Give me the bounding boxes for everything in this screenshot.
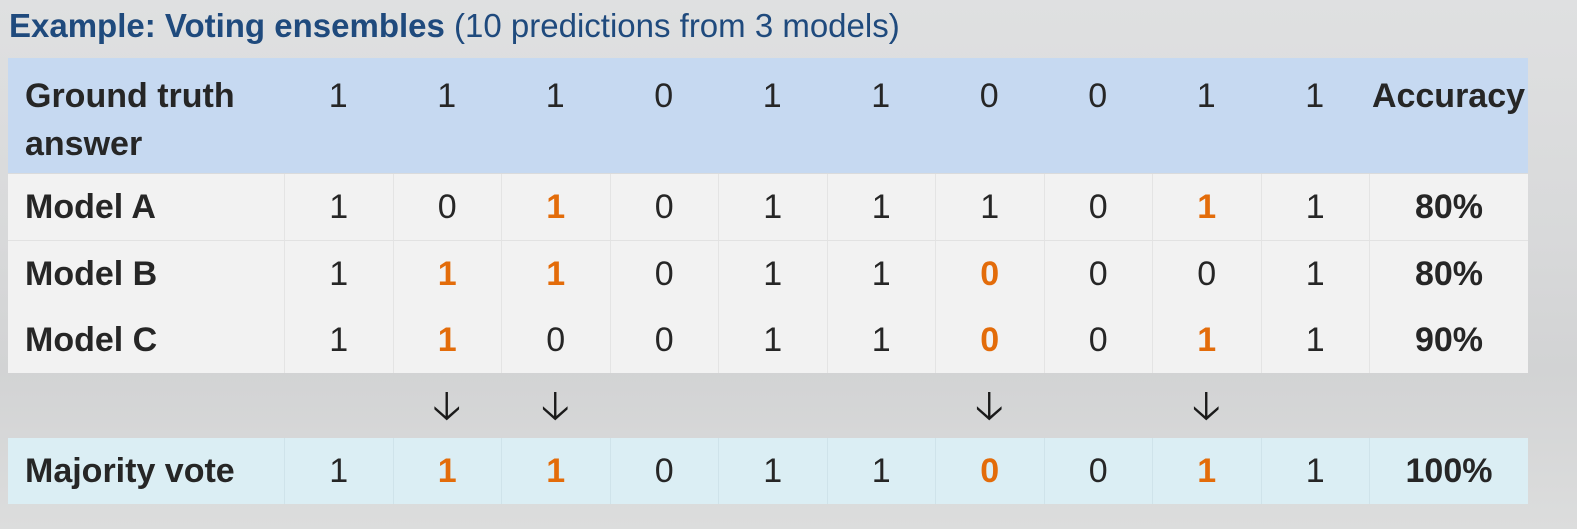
arrow-spacer	[1044, 373, 1153, 445]
accuracy-value: 90%	[1369, 307, 1528, 373]
arrow-row: 🡣 🡣 🡣 🡣	[8, 373, 1528, 439]
arrow-down-icon: 🡣	[432, 384, 462, 428]
arrow-spacer	[718, 373, 827, 445]
model-name: Model A	[25, 187, 156, 226]
prediction-cell: 0	[1043, 241, 1153, 307]
model-name: Model B	[25, 254, 158, 293]
prediction-cell: 0	[1043, 307, 1153, 373]
prediction-cell: 1	[826, 241, 936, 307]
arrow-down-icon: 🡣	[1191, 384, 1221, 428]
vote-cell: 1	[501, 438, 610, 504]
vote-cell: 1	[826, 438, 936, 504]
vote-cell: 1	[718, 438, 827, 504]
prediction-cell: 0	[501, 307, 610, 373]
ground-truth-value: 1	[328, 77, 348, 115]
prediction-cell: 1	[501, 174, 610, 240]
prediction-cell: 0	[1043, 174, 1153, 240]
ground-truth-value: 1	[437, 77, 457, 115]
prediction-cell: 0	[609, 174, 719, 240]
prediction-cell: 1	[718, 307, 827, 373]
ground-truth-value: 0	[654, 77, 674, 115]
arrow-spacer	[610, 373, 719, 445]
prediction-cell: 0	[609, 307, 719, 373]
ground-truth-label: Ground truth answer	[25, 77, 235, 163]
vote-cell: 0	[935, 438, 1044, 504]
prediction-cell: 1	[935, 174, 1044, 240]
prediction-cell: 1	[1260, 241, 1370, 307]
arrow-down-icon: 🡣	[540, 384, 570, 428]
ground-truth-value: 0	[1088, 77, 1108, 115]
vote-cell: 1	[284, 438, 393, 504]
prediction-cell: 1	[1152, 174, 1261, 240]
model-row: Model A 1 0 1 0 1 1 1 0 1 1 80%	[8, 174, 1528, 241]
ground-truth-value: 0	[979, 77, 999, 115]
majority-vote-label: Majority vote	[25, 451, 235, 490]
prediction-cell: 1	[718, 174, 827, 240]
prediction-cell: 1	[284, 174, 393, 240]
accuracy-header: Accuracy	[1371, 77, 1526, 115]
prediction-cell: 1	[1260, 174, 1370, 240]
prediction-cell: 1	[284, 241, 393, 307]
accuracy-value: 80%	[1369, 241, 1528, 307]
ground-truth-value: 1	[871, 77, 891, 115]
prediction-cell: 1	[718, 241, 827, 307]
model-row: Model B 1 1 1 0 1 1 0 0 0 1 80%	[8, 241, 1528, 308]
prediction-cell: 1	[826, 307, 936, 373]
ground-truth-value: 1	[1305, 77, 1325, 115]
prediction-cell: 1	[826, 174, 936, 240]
accuracy-value: 80%	[1369, 174, 1528, 240]
majority-vote-row: Majority vote 1 1 1 0 1 1 0 0 1 1 100%	[8, 438, 1528, 504]
prediction-cell: 1	[392, 241, 502, 307]
ground-truth-value: 1	[762, 77, 782, 115]
prediction-cell: 1	[284, 307, 393, 373]
prediction-cell: 0	[392, 174, 502, 240]
ground-truth-row: Ground truth answer 1 1 1 0 1 1 0 0 1 1 …	[8, 58, 1528, 173]
arrow-spacer	[1369, 373, 1528, 445]
prediction-cell: 0	[935, 307, 1044, 373]
arrow-spacer	[827, 373, 936, 445]
ground-truth-value: 1	[545, 77, 565, 115]
arrow-down-icon: 🡣	[974, 384, 1004, 428]
ground-truth-value: 1	[1196, 77, 1216, 115]
prediction-cell: 0	[935, 241, 1044, 307]
arrow-spacer	[284, 373, 393, 445]
prediction-cell: 1	[392, 307, 502, 373]
prediction-cell: 1	[1152, 307, 1261, 373]
vote-cell: 1	[1152, 438, 1261, 504]
majority-vote-accuracy: 100%	[1369, 438, 1528, 504]
prediction-cell: 0	[1152, 241, 1261, 307]
title-bold: Example: Voting ensembles	[9, 7, 445, 44]
title-rest: (10 predictions from 3 models)	[454, 7, 900, 44]
prediction-cell: 1	[1260, 307, 1370, 373]
arrow-spacer	[8, 373, 284, 445]
slide-title: Example: Voting ensembles (10 prediction…	[9, 6, 900, 46]
arrow-spacer	[1261, 373, 1370, 445]
prediction-cell: 0	[609, 241, 719, 307]
vote-cell: 1	[1260, 438, 1370, 504]
model-row: Model C 1 1 0 0 1 1 0 0 1 1 90%	[8, 307, 1528, 373]
vote-cell: 0	[1043, 438, 1153, 504]
vote-cell: 0	[609, 438, 719, 504]
vote-cell: 1	[392, 438, 502, 504]
prediction-cell: 1	[501, 241, 610, 307]
model-name: Model C	[25, 320, 158, 359]
